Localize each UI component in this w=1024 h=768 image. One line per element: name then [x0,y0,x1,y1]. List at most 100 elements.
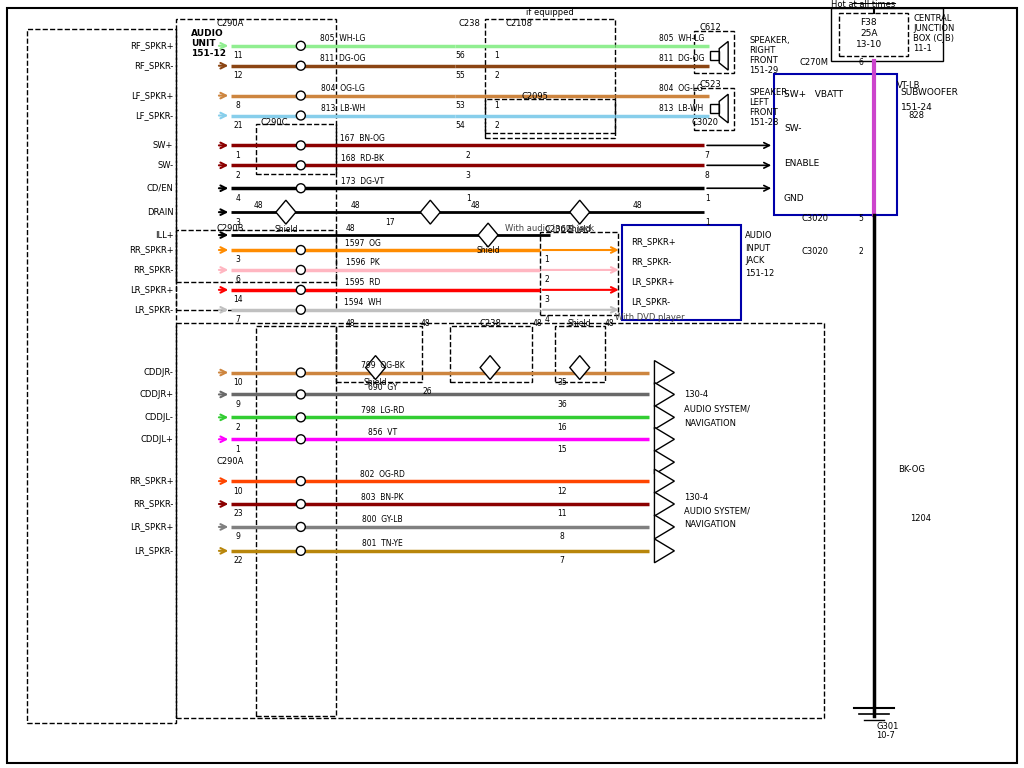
Circle shape [296,477,305,485]
Circle shape [296,522,305,531]
Polygon shape [654,469,675,493]
Text: 805  WH-LG: 805 WH-LG [319,35,366,43]
Text: 813  LB-WH: 813 LB-WH [321,104,365,113]
Text: 4: 4 [236,194,241,203]
Text: C290B: C290B [216,223,244,233]
Text: 130-4: 130-4 [684,492,709,502]
Circle shape [296,111,305,120]
Text: FRONT: FRONT [750,56,778,65]
Text: 9: 9 [236,400,241,409]
Text: 14: 14 [233,296,243,304]
Text: C290A: C290A [216,457,244,465]
Text: 856  VT: 856 VT [368,428,397,437]
Text: 23: 23 [233,509,243,518]
Text: 2: 2 [236,423,241,432]
Text: C290A: C290A [216,19,244,28]
Text: 48: 48 [605,319,614,328]
FancyBboxPatch shape [830,8,943,61]
Text: 1595  RD: 1595 RD [345,278,380,287]
Text: 3: 3 [236,217,241,227]
Text: F38: F38 [860,18,877,28]
Text: 13-10: 13-10 [855,40,882,49]
Circle shape [296,546,305,555]
Text: 48: 48 [633,200,642,210]
Text: H: H [660,390,669,399]
Text: 48: 48 [421,319,430,328]
Polygon shape [569,200,590,224]
Text: 48: 48 [534,319,543,328]
Circle shape [296,266,305,274]
Text: 22: 22 [233,556,243,565]
Text: LEFT: LEFT [750,98,769,107]
Text: 151-29: 151-29 [750,66,778,75]
Text: 1: 1 [236,445,241,454]
Text: 8: 8 [705,170,710,180]
Text: JUNCTION: JUNCTION [913,25,954,33]
Text: RR_SPKR+: RR_SPKR+ [632,237,676,247]
Text: RF_SPKR-: RF_SPKR- [134,61,173,70]
Text: ENABLE: ENABLE [784,159,819,168]
Text: LR_SPKR+: LR_SPKR+ [130,286,173,294]
Text: 17: 17 [386,217,395,227]
Text: 11-1: 11-1 [913,45,932,53]
Text: 6: 6 [236,276,241,284]
Text: 11: 11 [557,509,566,518]
Text: SPEAKER,: SPEAKER, [750,36,790,45]
Text: Shield: Shield [364,378,387,387]
Text: C270M: C270M [800,58,828,68]
Text: LR_SPKR-: LR_SPKR- [134,546,173,555]
Text: K: K [660,435,668,444]
Polygon shape [654,361,675,385]
Text: 48: 48 [253,200,263,210]
Text: 804  OG-LG: 804 OG-LG [321,84,365,93]
Text: UNIT: UNIT [191,39,216,48]
Text: 1: 1 [545,256,549,264]
Text: D: D [660,499,669,508]
Text: C612: C612 [699,23,721,32]
Text: 48: 48 [351,200,360,210]
Text: AUDIO: AUDIO [745,230,772,240]
Text: 10: 10 [233,487,243,495]
Text: 1596  PK: 1596 PK [346,259,380,267]
FancyBboxPatch shape [774,74,897,215]
Text: SPEAKER,: SPEAKER, [750,88,790,97]
Text: 12: 12 [557,487,566,495]
Text: AUDIO SYSTEM/: AUDIO SYSTEM/ [684,506,751,515]
Text: 55: 55 [456,71,465,80]
Circle shape [296,161,305,170]
Text: RF_SPKR+: RF_SPKR+ [130,41,173,50]
Text: 7: 7 [705,151,710,160]
Text: ILL+: ILL+ [155,230,173,240]
Text: Shield: Shield [568,224,592,233]
Circle shape [296,306,305,314]
Text: C523: C523 [699,80,721,89]
Text: C2108: C2108 [505,19,532,28]
Text: 25A: 25A [860,29,878,38]
Text: With audio input jack: With audio input jack [505,223,594,233]
Text: C3020: C3020 [802,247,828,257]
Text: 690  GY: 690 GY [368,383,397,392]
Text: 2: 2 [495,121,500,130]
Text: C290C: C290C [261,118,289,127]
Text: J: J [663,413,666,422]
Text: 48: 48 [346,319,355,328]
Polygon shape [654,382,675,406]
Text: CDDJL+: CDDJL+ [140,435,173,444]
Text: 130-4: 130-4 [684,390,709,399]
Text: 8: 8 [236,101,241,110]
Text: F: F [662,546,668,555]
Text: 828: 828 [908,111,925,120]
Text: CDDJR+: CDDJR+ [139,390,173,399]
Text: E: E [662,522,668,531]
Text: With DVD player: With DVD player [614,313,684,323]
Circle shape [296,61,305,70]
Text: 798  LG-RD: 798 LG-RD [360,406,404,415]
Text: 802  OG-RD: 802 OG-RD [360,470,404,478]
Text: 15: 15 [557,445,566,454]
Text: Shield: Shield [476,246,500,254]
Text: G: G [660,368,668,377]
Text: 10-7: 10-7 [877,730,895,740]
Circle shape [296,286,305,294]
Text: AUDIO: AUDIO [191,29,224,38]
Text: BK-OG: BK-OG [898,465,926,474]
